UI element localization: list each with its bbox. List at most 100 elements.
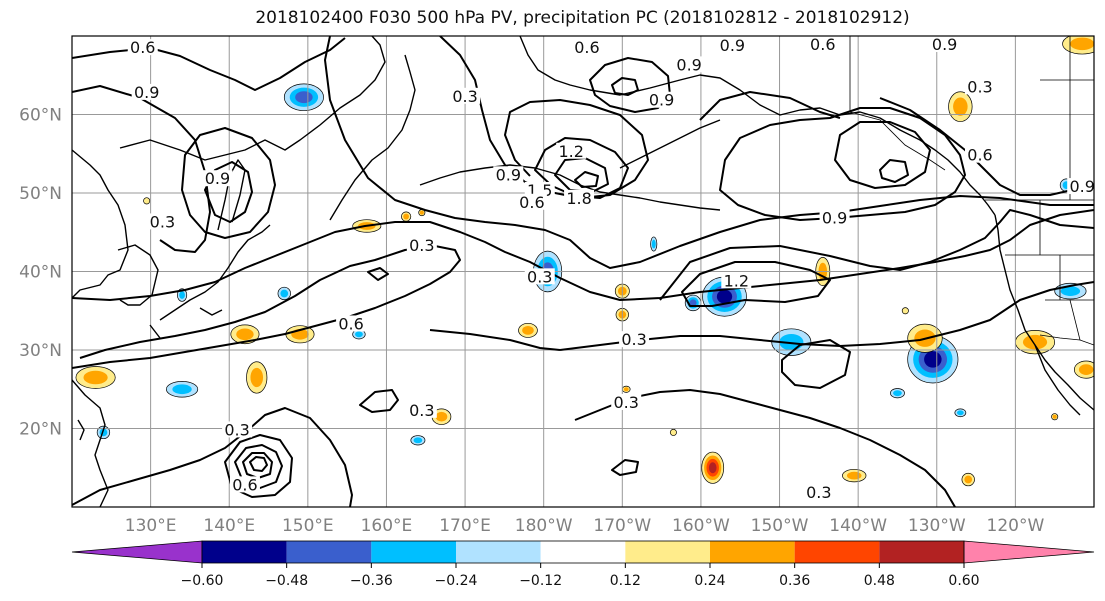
contour-label: 1.2 (724, 271, 749, 290)
lon-tick-label: 170°E (439, 516, 491, 536)
colorbar-segment (202, 541, 287, 563)
colorbar-segment (540, 541, 626, 563)
contour-label: 0.9 (496, 165, 521, 184)
coastline-okhotsk (119, 36, 386, 161)
precip-shade (689, 299, 697, 307)
contour-label-bg (646, 91, 677, 108)
pv-contour-typhoon-outer (224, 434, 293, 498)
precip-shade (964, 475, 973, 484)
precip-cell (75, 366, 116, 389)
contour-label-bg (516, 193, 547, 210)
contour-label: 0.3 (621, 330, 646, 349)
coastline-baja (1034, 344, 1081, 416)
contour-label-bg (803, 484, 834, 501)
contour-label: 1.8 (566, 189, 591, 208)
lat-tick-label: 50°N (19, 184, 62, 204)
colorbar-tick-label: 0.24 (694, 573, 725, 589)
contour-label: 0.3 (614, 393, 639, 412)
precip-cell (669, 428, 677, 436)
contour-label: 0.3 (224, 420, 249, 439)
contour-label-bg (202, 170, 233, 187)
precip-shade (1022, 334, 1048, 350)
colorbar-tick-label: −0.60 (181, 573, 224, 589)
lon-tick-label: 130°W (908, 516, 966, 536)
contour-label: 0.3 (150, 212, 175, 231)
precip-shade (708, 462, 717, 474)
lat-tick-label: 40°N (19, 263, 62, 283)
precip-cell (890, 388, 905, 399)
lon-tick-label: 150°E (282, 516, 334, 536)
contour-label: 0.9 (205, 169, 230, 188)
contour-label: 0.6 (338, 314, 363, 333)
precip-shade (522, 326, 534, 335)
colorbar-tick-label: 0.36 (779, 573, 810, 589)
contour-label-bg (807, 36, 838, 52)
lon-tick-label: 180°W (515, 516, 573, 536)
contour-label: 0.9 (649, 91, 674, 110)
lon-tick-label: 170°W (593, 516, 651, 536)
precip-shade (651, 239, 656, 249)
precip-cell (901, 307, 909, 315)
contour-label-bg (564, 189, 595, 206)
contour-label-bg (717, 36, 748, 53)
contour-label-bg (819, 209, 850, 226)
precip-cell (961, 472, 975, 487)
precip-cell (650, 236, 658, 252)
colorbar-tick-label: 0.60 (948, 573, 979, 589)
precip-shade (953, 97, 968, 116)
coastline-japan (149, 224, 271, 339)
colorbar-segment (710, 541, 795, 563)
contour-label: 0.3 (967, 77, 992, 96)
precip-shade (956, 410, 964, 416)
precip-cell (165, 381, 199, 398)
pv-contour-0.3-mid (72, 209, 1094, 301)
coastline-sakhalin (217, 159, 246, 231)
graticule (72, 36, 1094, 507)
contour-label-bg (965, 146, 996, 163)
precip-shade (1052, 414, 1057, 419)
contour-label-bg (556, 142, 587, 159)
precip-cell (431, 408, 452, 425)
precip-cell (230, 324, 260, 345)
pv-contour-1.2-pacific (681, 261, 831, 307)
colorbar-segment (794, 541, 880, 563)
contour-label: 0.6 (232, 475, 257, 494)
pv-contour-0.3-loop-a (359, 389, 399, 413)
contour-label-bg (229, 476, 260, 493)
contour-label-bg (611, 393, 642, 410)
precip-cell (401, 211, 412, 222)
contour-label-bg (131, 83, 162, 100)
colorbar-tick-label: −0.48 (265, 573, 308, 589)
colorbar-segment (456, 541, 541, 563)
contour-label: 0.6 (519, 193, 544, 212)
colorbar-tick-label: −0.12 (519, 573, 562, 589)
colorbar-segment (625, 541, 710, 563)
contour-label: 0.6 (574, 38, 599, 57)
precip-shade (172, 384, 192, 395)
coastlines (72, 36, 1094, 507)
lon-tick-label: 160°E (361, 516, 413, 536)
map-panel: 0.60.90.90.30.30.61.21.5 1.80.90.60.90.90… (71, 35, 1095, 508)
coastline-alaska-peninsula (619, 119, 721, 169)
colorbar-tick-label: 0.12 (610, 573, 641, 589)
pv-contour-0.3-center (429, 329, 561, 351)
precip-shade (280, 289, 289, 298)
pv-contour-1.2-gulf (834, 121, 931, 189)
pv-contour-1.2-japan (204, 161, 253, 223)
lon-tick-label: 140°W (829, 516, 887, 536)
contour-label-bg (147, 213, 178, 230)
precip-shade (924, 351, 942, 368)
pv-contour-1.5-gulf (879, 159, 909, 183)
pv-contour-0.3-east (559, 281, 1094, 351)
contour-label-bg (929, 36, 960, 52)
precip-shade (295, 91, 313, 104)
precip-cell (954, 408, 967, 418)
pv-contour-0.3-loop-c (781, 339, 851, 389)
precip-shade (623, 387, 629, 392)
colorbar-tick-label: −0.36 (350, 573, 393, 589)
precip-shade (236, 328, 254, 341)
coastline-namerica-west (994, 214, 1094, 411)
precip-shade (435, 411, 448, 422)
lon-tick-label: 140°E (203, 516, 255, 536)
